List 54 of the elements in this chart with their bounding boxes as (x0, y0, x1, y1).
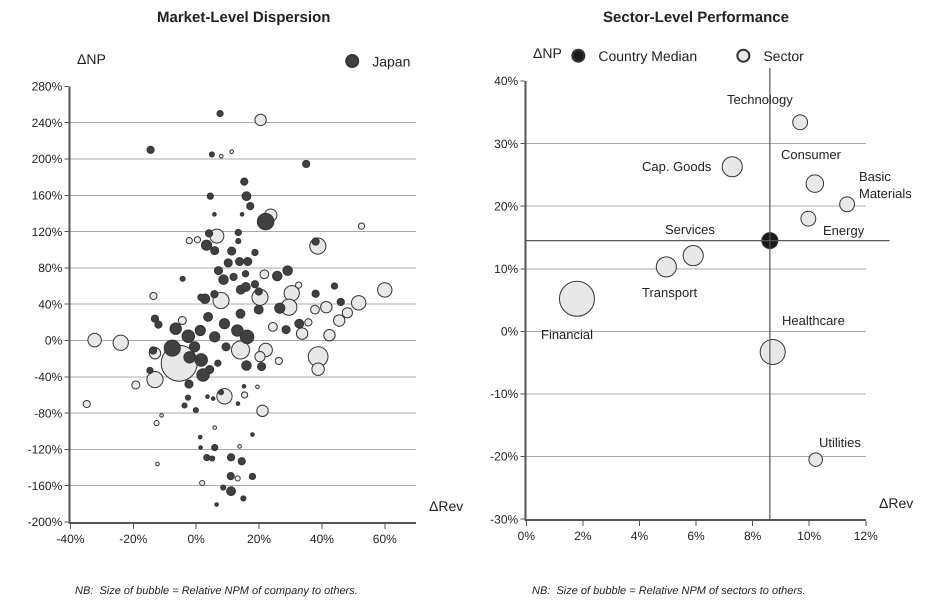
y-tick-label: 80% (38, 261, 63, 276)
annotation: Healthcare (782, 313, 845, 328)
y-axis-title: ΔNP (77, 51, 106, 67)
y-tick-label: 10% (494, 262, 518, 276)
y-tick-label: -200% (28, 515, 63, 530)
x-tick-label: 0% (518, 529, 536, 544)
y-tick-label: 40% (494, 74, 518, 88)
x-tick-label: -20% (119, 532, 148, 546)
chart-title: Sector-Level Performance (603, 9, 789, 26)
legend-label: Sector (763, 48, 804, 64)
x-tick-label: 12% (854, 529, 878, 544)
annotation: Cap. Goods (642, 159, 712, 174)
legend-label: Japan (372, 54, 410, 70)
y-tick-label: -40% (34, 370, 63, 384)
y-tick-label: -80% (34, 406, 63, 420)
y-tick-label: -30% (490, 512, 519, 526)
chart-title: Market-Level Dispersion (157, 9, 330, 26)
x-tick-label: -40% (56, 532, 85, 546)
y-tick-label: 280% (32, 80, 63, 94)
y-tick-label: 240% (32, 116, 63, 130)
y-tick-label: 120% (32, 224, 63, 239)
x-axis-title: ΔRev (429, 498, 464, 514)
y-tick-label: -160% (28, 478, 63, 493)
x-tick-label: 2% (574, 529, 592, 544)
x-tick-label: 6% (687, 529, 706, 544)
y-tick-label: 200% (32, 152, 63, 166)
x-tick-label: 4% (630, 529, 648, 544)
x-tick-label: 10% (797, 529, 822, 544)
y-tick-label: 0% (500, 324, 519, 339)
y-tick-label: -120% (28, 442, 63, 457)
y-axis-title: ΔNP (533, 45, 562, 61)
x-tick-label: 0% (188, 532, 206, 546)
annotation: Services (665, 222, 716, 237)
y-tick-label: 0% (44, 334, 63, 348)
x-axis-title: ΔRev (879, 495, 914, 511)
y-tick-label: -10% (490, 387, 519, 402)
annotation: Consumer (781, 147, 842, 162)
x-tick-label: 60% (372, 532, 398, 546)
x-tick-label: 40% (310, 532, 334, 546)
annotation: Financial (541, 327, 594, 342)
annotation: Utilities (819, 435, 862, 450)
annotation: Transport (642, 285, 698, 300)
legend-label: Country Median (598, 48, 698, 64)
y-tick-label: 40% (38, 297, 63, 312)
x-tick-label: 8% (744, 529, 762, 544)
annotation: Basic Materials (859, 169, 912, 201)
text: NB: Size of bubble = Relative NPM of company to others. (75, 585, 358, 597)
y-tick-label: 20% (494, 199, 518, 214)
y-tick-label: 30% (494, 136, 518, 151)
y-tick-label: -20% (490, 450, 519, 464)
y-tick-label: 160% (32, 188, 63, 202)
annotation: Energy (823, 223, 865, 238)
text: NB: Size of bubble = Relative NPM of sectors to others. (532, 585, 806, 597)
x-tick-label: 20% (247, 532, 272, 546)
